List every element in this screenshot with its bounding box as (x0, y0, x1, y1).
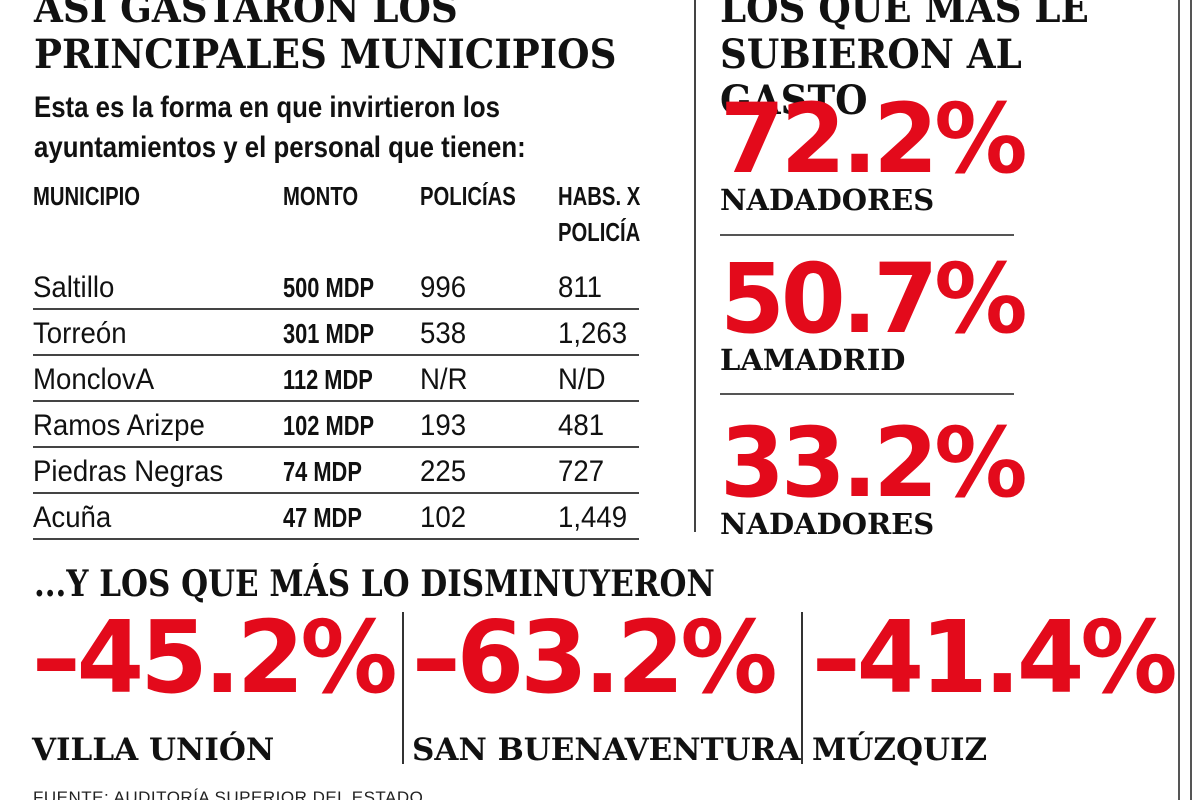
left-panel-title: ASÍ GASTARON LOS PRINCIPALES MUNICIPIOS (34, 0, 629, 78)
decrease-value: –45.2% (32, 599, 398, 716)
cell-monto: 74 MDP (283, 456, 362, 487)
cell-monto: 301 MDP (283, 318, 375, 349)
cell-policias: N/R (420, 363, 468, 396)
panel-divider (694, 0, 696, 532)
header-habs-line2: POLICÍA (558, 217, 641, 247)
increase-value: 72.2% (720, 83, 1028, 195)
left-subtitle-line2: ayuntamientos y el personal que tienen: (34, 131, 526, 164)
column-separator (801, 612, 803, 764)
table-row: Torreón 301 MDP 538 1,263 (33, 310, 639, 356)
header-monto: MONTO (283, 181, 359, 211)
decrease-value: –63.2% (412, 599, 778, 716)
cell-policias: 225 (420, 455, 467, 488)
cell-habs-x-policia: 1,263 (558, 317, 628, 350)
source-footnote: FUENTE: AUDITORÍA SUPERIOR DEL ESTADO (33, 788, 424, 800)
cell-monto: 112 MDP (283, 364, 373, 395)
left-title-line1: ASÍ GASTARON LOS (34, 0, 458, 32)
cell-municipio: MonclovA (33, 363, 155, 396)
cell-habs-x-policia: 1,449 (558, 501, 628, 534)
decrease-stat: –63.2% SAN BUENAVENTURA (412, 599, 801, 770)
cell-habs-x-policia: 811 (558, 271, 603, 304)
bottom-panel-title: ...Y LOS QUE MÁS LO DISMINUYERON (34, 563, 715, 605)
left-panel-subtitle: Esta es la forma en que invirtieron los … (34, 88, 619, 168)
decrease-stat: –45.2% VILLA UNIÓN (32, 599, 402, 770)
increase-stat: 50.7% LAMADRID (720, 243, 1040, 377)
cell-municipio: Saltillo (33, 271, 115, 304)
increase-value: 50.7% (720, 243, 1028, 355)
table-header: MUNICIPIO MONTO POLICÍAS HABS. X POLICÍA (33, 178, 640, 264)
cell-monto: 102 MDP (283, 410, 375, 441)
cell-habs-x-policia: N/D (558, 363, 606, 396)
right-title-line1: LOS QUE MÁS LE (720, 0, 1089, 32)
header-habs-line1: HABS. X (558, 181, 641, 211)
increase-stat: 33.2% NADADORES (720, 407, 1040, 541)
cell-policias: 193 (420, 409, 467, 442)
increase-value: 33.2% (720, 407, 1028, 519)
cell-municipio: Torreón (33, 317, 127, 350)
table-row: Piedras Negras 74 MDP 225 727 (33, 448, 639, 494)
table-row: MonclovA 112 MDP N/R N/D (33, 356, 639, 402)
right-title-line2: SUBIERON AL GASTO (720, 31, 1022, 124)
cell-habs-x-policia: 727 (558, 455, 605, 488)
municipios-table: MUNICIPIO MONTO POLICÍAS HABS. X POLICÍA… (33, 178, 640, 540)
header-habs-x-policia: HABS. X POLICÍA (558, 178, 640, 250)
increase-municipio: LAMADRID (720, 343, 906, 377)
decrease-municipio: MÚZQUIZ (812, 732, 988, 768)
cell-policias: 538 (420, 317, 467, 350)
edge-rule (1178, 0, 1180, 800)
decrease-stat: –41.4% MÚZQUIZ (812, 599, 1178, 770)
stat-separator (720, 393, 1014, 395)
increase-stat: 72.2% NADADORES (720, 83, 1040, 217)
table-row: Acuña 47 MDP 102 1,449 (33, 494, 639, 540)
cell-monto: 500 MDP (283, 272, 375, 303)
stat-separator (720, 234, 1014, 236)
cell-municipio: Piedras Negras (33, 455, 224, 488)
increase-municipio: NADADORES (720, 507, 935, 541)
column-separator (402, 612, 404, 764)
cell-municipio: Ramos Arizpe (33, 409, 205, 442)
header-municipio: MUNICIPIO (33, 181, 141, 211)
cell-policias: 996 (420, 271, 467, 304)
cell-municipio: Acuña (33, 501, 112, 534)
increase-municipio: NADADORES (720, 183, 935, 217)
cell-policias: 102 (420, 501, 467, 534)
table-row: Saltillo 500 MDP 996 811 (33, 264, 639, 310)
left-title-line2: PRINCIPALES MUNICIPIOS (34, 31, 617, 78)
cell-habs-x-policia: 481 (558, 409, 605, 442)
header-policias: POLICÍAS (420, 181, 516, 211)
edge-rule (1190, 0, 1192, 800)
decrease-municipio: VILLA UNIÓN (32, 732, 275, 768)
decrease-value: –41.4% (812, 599, 1178, 716)
cell-monto: 47 MDP (283, 502, 362, 533)
table-row: Ramos Arizpe 102 MDP 193 481 (33, 402, 639, 448)
decrease-municipio: SAN BUENAVENTURA (412, 732, 801, 768)
right-panel-title: LOS QUE MÁS LE SUBIERON AL GASTO (720, 0, 1148, 124)
left-subtitle-line1: Esta es la forma en que invirtieron los (34, 91, 500, 124)
